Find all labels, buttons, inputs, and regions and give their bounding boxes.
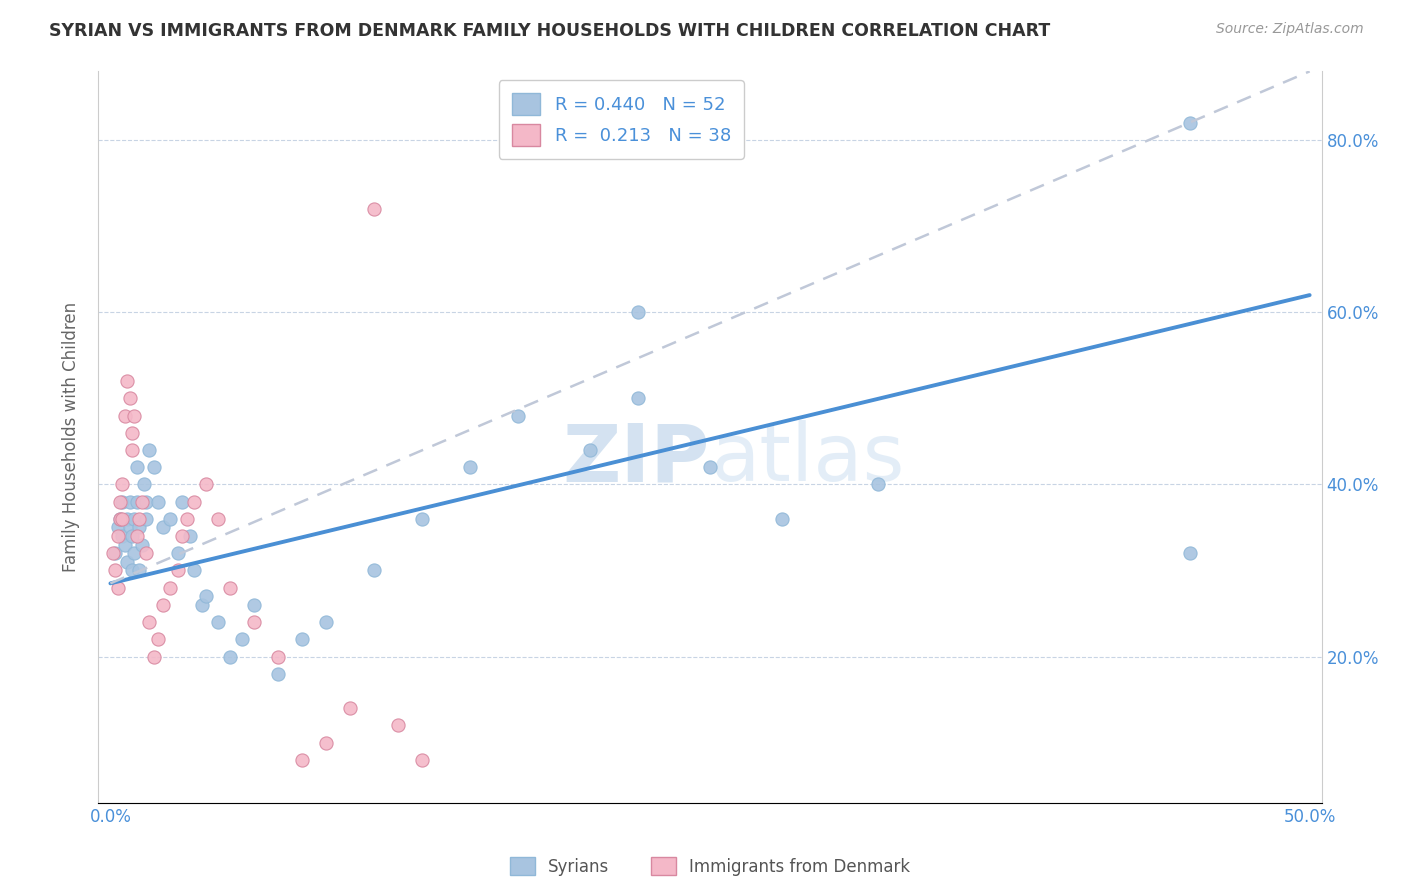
Point <box>128 564 150 578</box>
Text: Source: ZipAtlas.com: Source: ZipAtlas.com <box>1216 22 1364 37</box>
Point <box>166 564 188 578</box>
Point <box>458 460 481 475</box>
Point <box>142 460 165 475</box>
Point <box>152 520 174 534</box>
Point <box>508 409 530 423</box>
Y-axis label: Family Households with Children: Family Households with Children <box>62 302 80 572</box>
Point <box>219 581 242 595</box>
Point <box>125 460 148 475</box>
Point <box>135 494 157 508</box>
Point <box>231 632 253 647</box>
Point <box>108 494 131 508</box>
Point <box>107 581 129 595</box>
Point <box>363 564 385 578</box>
Point <box>315 615 337 629</box>
Point <box>183 494 205 508</box>
Point <box>108 512 131 526</box>
Point <box>138 442 160 457</box>
Point <box>148 632 170 647</box>
Point <box>135 546 157 560</box>
Text: atlas: atlas <box>710 420 904 498</box>
Point <box>125 494 148 508</box>
Point <box>179 529 201 543</box>
Point <box>315 735 337 749</box>
Point <box>172 529 194 543</box>
Point <box>124 546 146 560</box>
Point <box>108 512 131 526</box>
Point <box>699 460 721 475</box>
Point <box>121 564 143 578</box>
Text: ZIP: ZIP <box>562 420 710 498</box>
Point <box>128 512 150 526</box>
Text: SYRIAN VS IMMIGRANTS FROM DENMARK FAMILY HOUSEHOLDS WITH CHILDREN CORRELATION CH: SYRIAN VS IMMIGRANTS FROM DENMARK FAMILY… <box>49 22 1050 40</box>
Point <box>1178 546 1201 560</box>
Point <box>115 374 138 388</box>
Point <box>118 520 141 534</box>
Point <box>190 598 212 612</box>
Point <box>131 538 153 552</box>
Legend: Syrians, Immigrants from Denmark: Syrians, Immigrants from Denmark <box>503 850 917 882</box>
Point <box>132 477 155 491</box>
Point <box>111 529 134 543</box>
Point <box>131 494 153 508</box>
Point <box>627 392 650 406</box>
Point <box>627 305 650 319</box>
Point <box>128 520 150 534</box>
Point <box>866 477 889 491</box>
Point <box>267 666 290 681</box>
Point <box>121 425 143 440</box>
Point <box>363 202 385 216</box>
Point <box>183 564 205 578</box>
Point <box>107 529 129 543</box>
Point <box>104 564 127 578</box>
Point <box>243 598 266 612</box>
Point <box>411 512 433 526</box>
Point <box>115 512 138 526</box>
Point <box>152 598 174 612</box>
Point <box>104 546 127 560</box>
Point <box>1178 116 1201 130</box>
Point <box>148 494 170 508</box>
Point <box>125 529 148 543</box>
Point <box>111 512 134 526</box>
Point <box>111 494 134 508</box>
Point <box>195 477 218 491</box>
Point <box>159 581 181 595</box>
Point <box>267 649 290 664</box>
Point <box>159 512 181 526</box>
Point <box>172 494 194 508</box>
Point <box>770 512 793 526</box>
Point <box>291 632 314 647</box>
Point <box>291 753 314 767</box>
Point <box>411 753 433 767</box>
Point <box>166 546 188 560</box>
Point <box>118 494 141 508</box>
Point <box>135 512 157 526</box>
Point <box>121 442 143 457</box>
Point <box>101 546 124 560</box>
Point <box>114 409 136 423</box>
Point <box>387 718 409 732</box>
Point <box>114 538 136 552</box>
Point <box>243 615 266 629</box>
Point <box>195 589 218 603</box>
Point <box>111 477 134 491</box>
Point <box>142 649 165 664</box>
Point <box>207 615 229 629</box>
Point <box>121 529 143 543</box>
Point <box>176 512 198 526</box>
Point <box>124 512 146 526</box>
Point <box>138 615 160 629</box>
Point <box>339 701 361 715</box>
Point <box>118 392 141 406</box>
Point <box>219 649 242 664</box>
Point <box>579 442 602 457</box>
Point <box>124 409 146 423</box>
Point <box>115 555 138 569</box>
Point <box>207 512 229 526</box>
Point <box>107 520 129 534</box>
